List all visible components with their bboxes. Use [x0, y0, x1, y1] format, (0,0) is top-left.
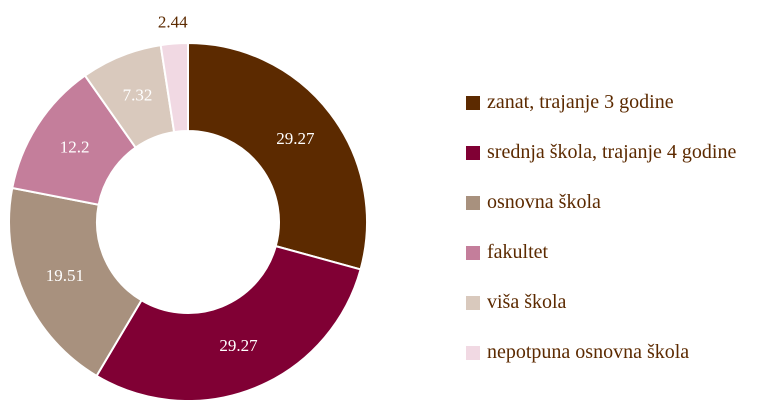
data-label: 19.51	[46, 266, 84, 285]
donut-slice	[159, 41, 189, 134]
legend-item: osnovna škola	[466, 188, 776, 217]
donut-slice	[8, 186, 143, 378]
data-label: 7.32	[123, 86, 153, 105]
legend-swatch	[466, 296, 480, 310]
data-label: 2.44	[158, 12, 188, 31]
data-label: 29.27	[219, 336, 258, 355]
legend-swatch	[466, 146, 480, 160]
legend-item: viša škola	[466, 288, 776, 317]
legend-label: viša škola	[487, 291, 567, 313]
legend: zanat, trajanje 3 godine srednja škola, t…	[466, 88, 776, 388]
chart: 29.27 29.27 19.51 12.2 7.32 2.44	[8, 12, 368, 400]
legend-item: nepotpuna osnovna škola	[466, 338, 776, 367]
legend-swatch	[466, 96, 480, 110]
legend-label: nepotpuna osnovna škola	[487, 341, 690, 363]
legend-item: fakultet	[466, 238, 776, 267]
legend-swatch	[466, 246, 480, 260]
legend-label: fakultet	[487, 241, 549, 263]
legend-swatch	[466, 346, 480, 360]
legend-label: srednja škola, trajanje 4 godine	[487, 141, 737, 163]
legend-item: zanat, trajanje 3 godine	[466, 88, 776, 117]
donut-slice	[187, 41, 368, 271]
legend-item: srednja škola, trajanje 4 godine	[466, 138, 776, 167]
data-label: 12.2	[60, 138, 90, 157]
data-label: 29.27	[276, 129, 315, 148]
donut-slice	[95, 244, 362, 400]
legend-label: osnovna škola	[487, 191, 601, 213]
legend-swatch	[466, 196, 480, 210]
legend-label: zanat, trajanje 3 godine	[487, 91, 674, 113]
